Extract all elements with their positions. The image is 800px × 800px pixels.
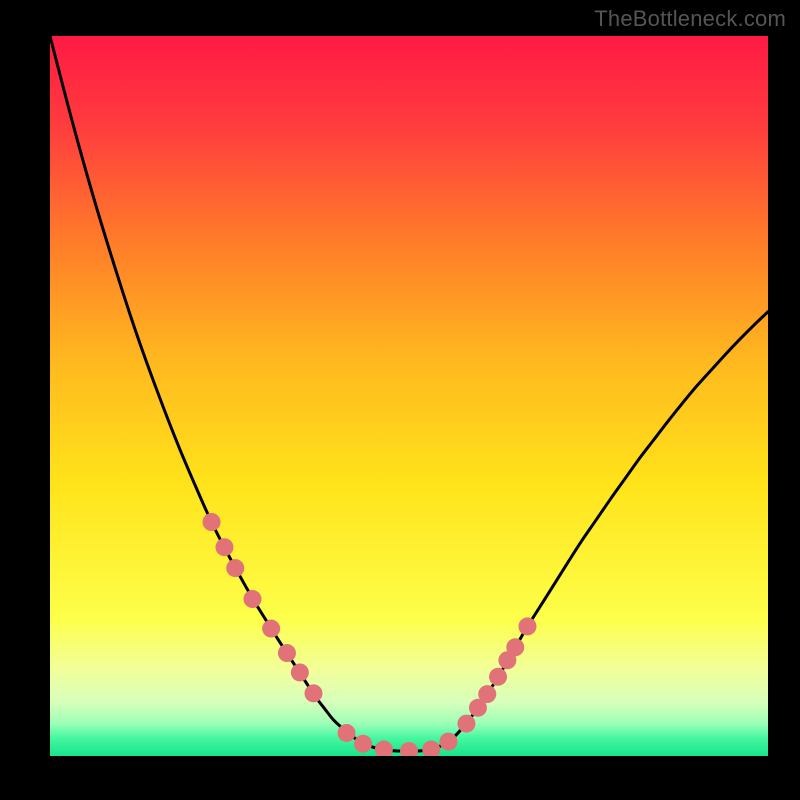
data-marker <box>278 644 296 662</box>
bottleneck-curve-chart <box>0 0 800 800</box>
data-marker <box>489 668 507 686</box>
data-marker <box>215 538 233 556</box>
data-marker <box>203 513 221 531</box>
watermark-text: TheBottleneck.com <box>594 6 786 32</box>
data-marker <box>262 620 280 638</box>
data-marker <box>439 733 457 751</box>
data-marker <box>400 742 418 760</box>
data-marker <box>457 715 475 733</box>
data-marker <box>375 741 393 759</box>
data-marker <box>243 590 261 608</box>
data-marker <box>506 638 524 656</box>
data-marker <box>305 684 323 702</box>
data-marker <box>226 559 244 577</box>
data-marker <box>422 741 440 759</box>
data-marker <box>338 724 356 742</box>
chart-container: TheBottleneck.com <box>0 0 800 800</box>
data-marker <box>291 663 309 681</box>
data-marker <box>518 617 536 635</box>
data-marker <box>478 685 496 703</box>
data-marker <box>354 735 372 753</box>
